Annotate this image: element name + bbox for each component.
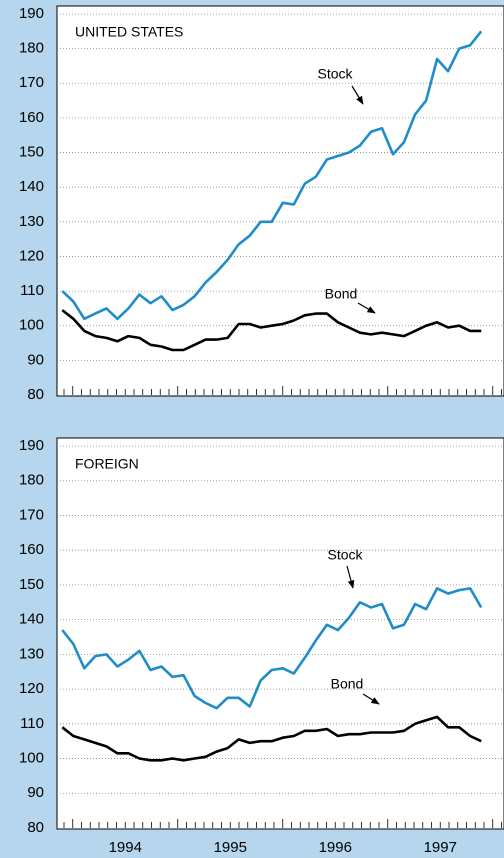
y-tick-label: 150 [19, 576, 44, 593]
x-tick-label: 1997 [424, 839, 457, 856]
y-tick-label: 190 [19, 5, 44, 22]
series-label: Bond [325, 286, 358, 302]
y-tick-label: 150 [19, 144, 44, 161]
y-tick-label: 140 [19, 611, 44, 628]
y-tick-label: 90 [27, 351, 44, 368]
series-label: Bond [331, 676, 364, 692]
line-series [61, 715, 482, 762]
y-tick-label: 100 [19, 750, 44, 767]
x-tick-label: 1996 [319, 839, 352, 856]
y-tick-label: 80 [27, 386, 44, 403]
y-tick-label: 100 [19, 317, 44, 334]
line-series [61, 587, 483, 710]
y-tick-label: 140 [19, 178, 44, 195]
y-tick-label: 130 [19, 213, 44, 230]
y-tick-label: 180 [19, 40, 44, 57]
panel-title: FOREIGN [75, 456, 139, 472]
label-arrow [351, 85, 364, 105]
y-tick-label: 80 [27, 819, 44, 836]
label-arrow [362, 693, 380, 705]
y-tick-label: 160 [19, 541, 44, 558]
x-tick-label: 1995 [214, 839, 247, 856]
y-tick-label: 90 [27, 784, 44, 801]
y-tick-label: 110 [20, 715, 44, 732]
y-tick-label: 190 [19, 437, 44, 454]
plot-area [56, 5, 504, 397]
y-tick-label: 130 [19, 645, 44, 662]
label-arrow [346, 565, 355, 589]
y-tick-label: 110 [20, 282, 44, 299]
y-tick-label: 160 [19, 109, 44, 126]
line-series [61, 309, 482, 352]
plot-area [56, 437, 504, 830]
y-tick-label: 120 [19, 680, 44, 697]
y-tick-label: 170 [19, 506, 44, 523]
series-label: Stock [317, 66, 353, 82]
x-tick-label: 1994 [109, 839, 142, 856]
panel-title: UNITED STATES [75, 24, 183, 40]
y-tick-label: 180 [19, 472, 44, 489]
y-tick-label: 120 [19, 247, 44, 264]
label-arrow [357, 302, 376, 314]
y-tick-label: 170 [19, 74, 44, 91]
series-label: Stock [327, 547, 363, 563]
line-series [61, 30, 483, 321]
